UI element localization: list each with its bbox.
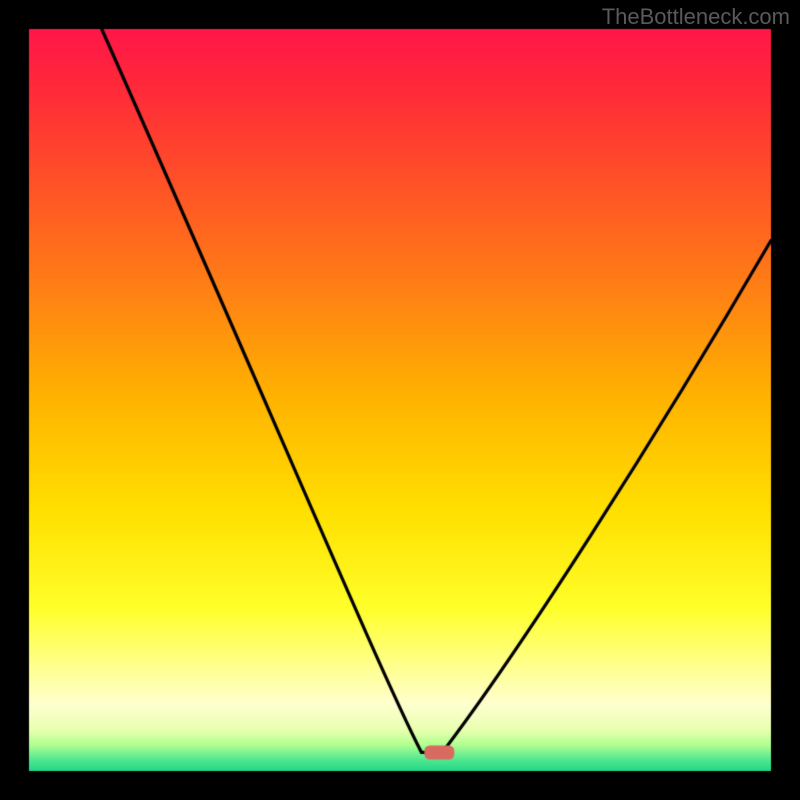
- chart-container: TheBottleneck.com: [0, 0, 800, 800]
- watermark-text: TheBottleneck.com: [602, 4, 790, 30]
- bottleneck-chart-canvas: [0, 0, 800, 800]
